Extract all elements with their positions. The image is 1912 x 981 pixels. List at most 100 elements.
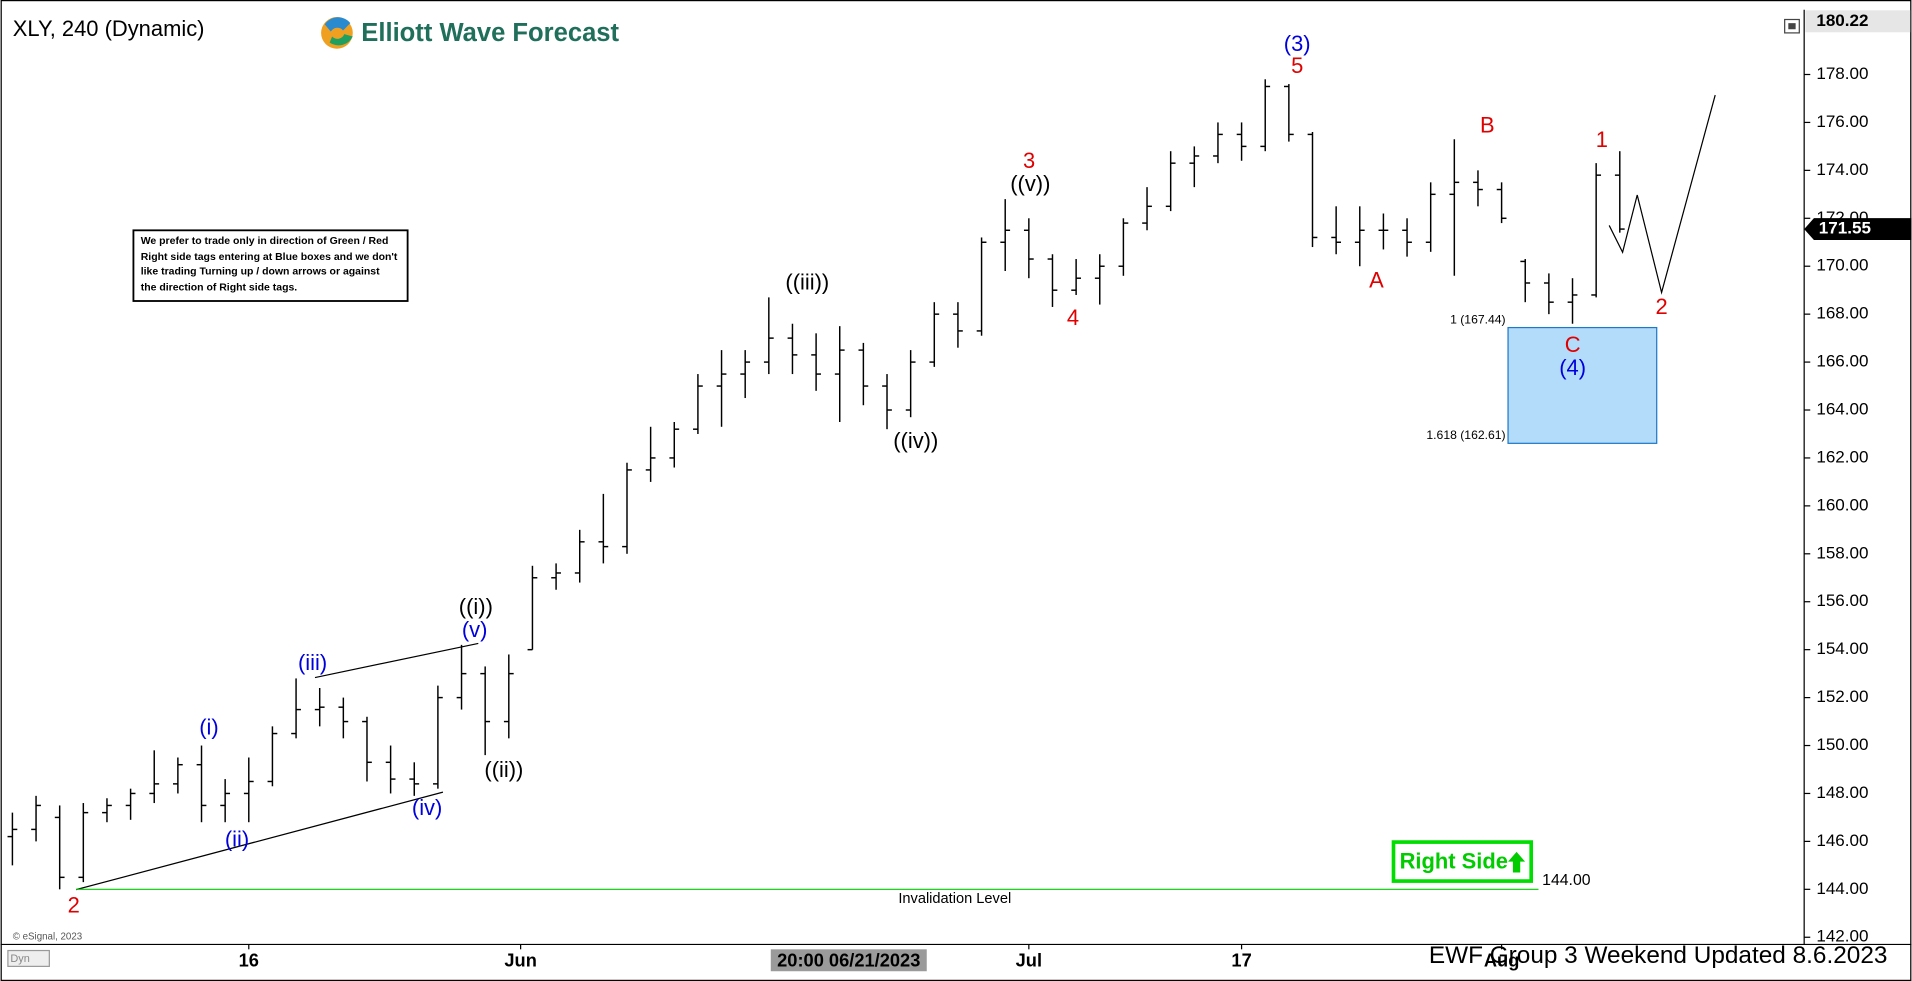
ohlc-bar [220,779,231,823]
ohlc-bar [527,565,538,651]
wave-label: 4 [1067,305,1079,330]
ohlc-bar [1047,254,1058,307]
ohlc-bar [1094,254,1105,305]
box-label: 1.618 (162.61) [1426,428,1505,442]
ohlc-bar [669,421,680,468]
note-frame [132,229,409,302]
ohlc-bar [125,788,136,820]
last-price-tag [1804,218,1912,241]
wave-label: 3 [1023,148,1035,173]
top-tag: 180.22 [1816,11,1868,30]
ohlc-bar [267,726,278,787]
y-tick-label: 160.00 [1816,495,1868,514]
projection-path [1608,94,1716,295]
ohlc-bar [1023,218,1034,279]
trendline [314,642,479,679]
crosshair-label: 20:00 06/21/2023 [770,949,927,972]
target-box [1507,326,1658,444]
note-line: the direction of Right side tags. [141,282,298,293]
ohlc-bar [1165,151,1176,212]
wave-label: 5 [1291,53,1303,78]
x-tick-label: Aug [1484,949,1520,970]
ohlc-bar [54,805,65,890]
ohlc-bar [1402,218,1412,257]
ohlc-bar [953,302,963,348]
ohlc-bar [905,350,916,418]
dyn-box [7,949,50,967]
wave-label: (4) [1559,355,1586,380]
ohlc-bar [976,237,987,336]
y-tick-label: 156.00 [1816,591,1868,610]
ohlc-bar [1142,187,1152,231]
wave-label: ((iv)) [893,428,938,453]
ohlc-bar [622,462,632,554]
ohlc-bar [503,654,514,739]
ohlc-bar [787,323,798,375]
ohlc-bar [1283,84,1294,142]
x-tick-label: Jul [1016,949,1042,970]
ohlc-bar [409,762,420,796]
ohlc-bar [551,563,561,590]
x-tick-label: Jun [504,949,536,970]
ohlc-bar [1591,163,1602,298]
note-line: like trading Turning up / down arrows or… [141,267,380,278]
logo: Elliott Wave Forecast [321,17,620,49]
wave-label: C [1565,332,1581,357]
chart-title: XLY, 240 (Dynamic) [13,16,205,41]
logo-icon [329,34,353,46]
y-tick-label: 166.00 [1816,352,1868,371]
trendline [75,791,444,891]
ohlc-bar [716,350,727,427]
note-box: We prefer to trade only in direction of … [132,229,409,302]
ohlc-bar [1496,182,1507,224]
y-tick-label: 162.00 [1816,447,1868,466]
y-tick-label: 168.00 [1816,304,1868,323]
invalidation-value: 144.00 [1542,872,1591,889]
crosshair-bg [770,949,927,972]
ohlc-bar [1425,182,1436,252]
ohlc-bar [1000,199,1011,272]
logo-text: Elliott Wave Forecast [361,19,619,47]
y-tick-label: 142.00 [1816,927,1868,946]
box-label: 1 (167.44) [1450,312,1506,326]
ohlc-bar [1331,206,1342,255]
note-line: Right side tags entering at Blue boxes a… [141,252,398,263]
ohlc-bar [173,757,183,794]
last-price-label: 171.55 [1819,219,1871,238]
ohlc-bar [1449,139,1460,276]
ohlc-bar [1378,213,1389,250]
ohlc-bar [598,493,609,564]
ohlc-bar [1071,259,1081,295]
ohlc-bar [1307,132,1318,248]
ohlc-bar [834,326,845,422]
ohlc-bar [882,374,892,430]
wave-label: 1 [1596,127,1608,152]
wave-label: ((v)) [1010,171,1050,196]
crosshair-text: 20:00 06/21/2023 [777,949,920,970]
wave-label: ((i)) [459,594,493,619]
ohlc-bar [243,757,254,823]
wave-label: A [1369,267,1384,292]
ohlc-bar [456,644,467,710]
ohlc-bar [385,745,396,794]
ohlc-bar [149,750,160,804]
y-tick-label: 154.00 [1816,639,1868,658]
wave-label: (ii) [225,827,249,852]
wave-label: ((iii)) [785,270,829,295]
ohlc-bar [929,302,940,367]
ohlc-bar [763,297,774,375]
ohlc-bar [1544,273,1554,315]
ohlc-bar [102,798,112,823]
ohlc-bar [1473,170,1483,207]
dyn-label: Dyn [10,953,29,965]
ohlc-bar [338,697,349,739]
ohlc-bar [291,678,301,739]
ohlc-bar [1189,146,1200,188]
y-tick-label: 178.00 [1816,64,1868,83]
y-tick-label: 158.00 [1816,543,1868,562]
ohlc-bar [574,529,585,583]
ohlc-bar [1614,151,1625,233]
invalidation-text: Invalidation Level [898,891,1011,907]
